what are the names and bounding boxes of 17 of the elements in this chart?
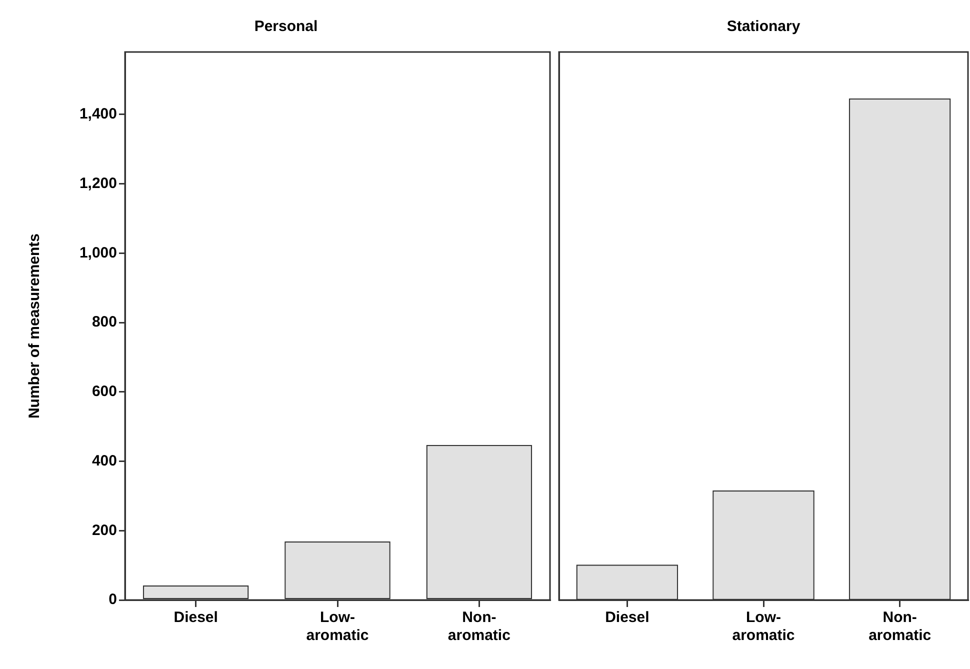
y-axis-title: Number of measurements (26, 233, 44, 419)
x-tick-label: Low-aromatic (306, 609, 369, 644)
x-tick-label: Diesel (605, 609, 650, 626)
y-tick-label: 0 (108, 591, 117, 608)
y-tick-label: 600 (92, 383, 117, 400)
chart-title: Stationary (726, 18, 801, 36)
x-tick-label: Non-aromatic (448, 609, 510, 644)
y-tick-label: 800 (92, 314, 117, 331)
y-tick-label: 1,000 (79, 244, 117, 262)
x-tick-label: Non-aromatic (868, 609, 932, 644)
y-tick-label: 1,400 (79, 106, 117, 123)
x-tick-label: Low-aromatic (732, 609, 795, 644)
y-tick-label: 200 (92, 522, 117, 539)
y-tick-label: 1,200 (79, 174, 117, 192)
x-tick-label: Diesel (174, 609, 218, 626)
y-tick-label: 400 (92, 452, 117, 470)
chart-title: Personal (254, 18, 318, 36)
